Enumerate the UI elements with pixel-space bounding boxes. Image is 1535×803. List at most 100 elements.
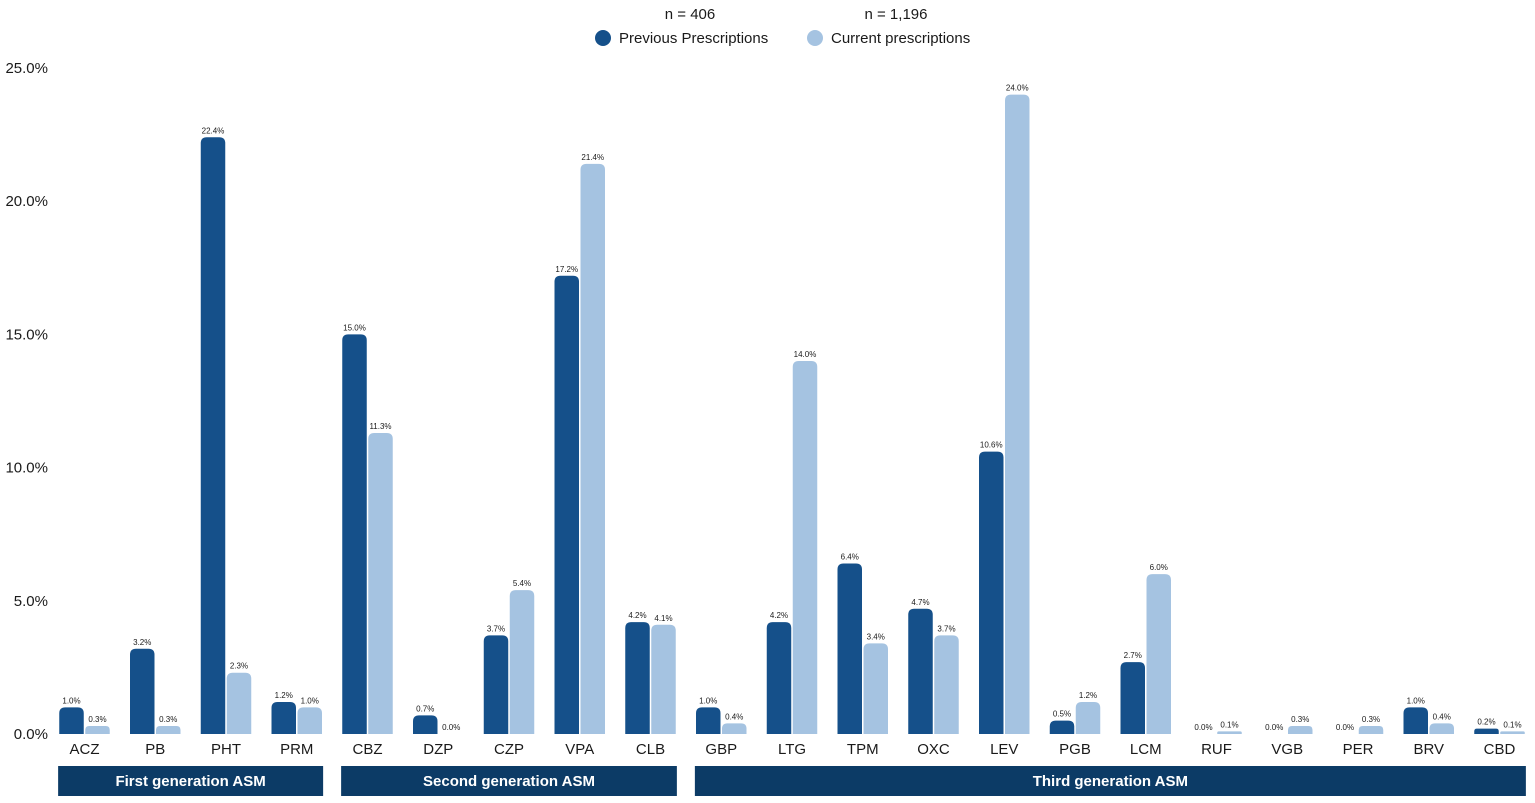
bar-previous-pht [200,137,226,734]
bar-previous-tpm [837,563,862,734]
bar-previous-brv [1403,707,1428,734]
legend-n-previous: n = 406 [665,6,715,23]
bar-current-acz [85,726,110,734]
data-label-current-clb: 4.1% [654,614,672,623]
group-band [58,766,324,796]
x-tick-label: PGB [1059,741,1091,758]
data-label-current-pb: 0.3% [159,715,177,724]
data-label-current-dzp: 0.0% [442,723,460,732]
bar-previous-prm [271,702,296,734]
bar-current-tpm [863,643,888,734]
bar-current-brv [1429,723,1454,734]
bar-current-czp [509,590,535,734]
bar-previous-lev [979,451,1004,734]
bar-current-lcm [1146,574,1171,734]
bar-previous-clb [625,622,650,734]
data-label-previous-dzp: 0.7% [416,704,434,713]
bar-current-cbz [368,432,393,734]
x-tick-label: PHT [211,741,241,758]
x-tick-label: PRM [280,741,313,758]
bar-previous-czp [483,635,509,734]
data-label-previous-clb: 4.2% [628,611,646,620]
x-tick-label: OXC [917,741,950,758]
bar-current-oxc [934,635,959,734]
legend: n = 406 n = 1,196 Previous Prescriptions… [595,6,970,47]
x-tick-label: CLB [636,741,665,758]
bar-current-pb [156,726,181,734]
data-label-current-cbz: 11.3% [369,422,391,431]
data-label-current-tpm: 3.4% [867,632,885,641]
data-label-previous-pht: 22.4% [202,126,225,135]
data-label-current-lev: 24.0% [1006,84,1029,93]
data-label-previous-per: 0.0% [1336,723,1354,732]
x-tick-label: LTG [778,741,806,758]
x-tick-label: CBD [1484,741,1516,758]
bar-current-cbd [1500,731,1525,734]
y-tick-label: 20.0% [5,193,48,210]
x-tick-label: VPA [565,741,594,758]
data-label-current-czp: 5.4% [513,579,531,588]
x-tick-label: RUF [1201,741,1232,758]
x-tick-label: ACZ [70,741,100,758]
data-label-previous-acz: 1.0% [62,696,80,705]
data-label-current-per: 0.3% [1362,715,1380,724]
data-label-current-pgb: 1.2% [1079,691,1097,700]
group-label: Third generation ASM [1033,773,1188,790]
bar-current-gbp [722,723,747,734]
data-label-current-gbp: 0.4% [725,712,743,721]
data-label-previous-pb: 3.2% [133,638,151,647]
bar-current-ltg [792,361,818,734]
group-band [694,766,1526,796]
x-tick-label: DZP [423,741,453,758]
data-label-previous-pgb: 0.5% [1053,710,1071,719]
data-label-previous-czp: 3.7% [487,624,505,633]
group-label: Second generation ASM [423,773,595,790]
bar-current-ruf [1217,731,1242,734]
bar-current-pht [226,672,252,734]
data-label-previous-oxc: 4.7% [911,598,929,607]
group-bands: First generation ASM Second generation AS… [58,766,1526,796]
bar-previous-pb [130,648,155,734]
data-label-current-ruf: 0.1% [1220,720,1238,729]
bar-previous-oxc [908,608,933,734]
data-label-previous-ltg: 4.2% [770,611,788,620]
bar-current-per [1358,726,1384,734]
bar-previous-lcm [1120,662,1145,734]
data-label-current-vpa: 21.4% [581,153,604,162]
legend-marker-previous [595,30,611,46]
group-band [341,766,677,796]
data-label-previous-vgb: 0.0% [1265,723,1283,732]
data-label-current-cbd: 0.1% [1503,720,1521,729]
bar-current-vgb [1288,726,1313,734]
bar-previous-gbp [696,707,721,734]
data-label-current-lcm: 6.0% [1150,563,1168,572]
x-axis: ACZ PB PHT PRM CBZ DZP CZP VPA CLB GBP LTG TPM OXC LE… [70,741,1516,758]
legend-label-previous: Previous Prescriptions [619,30,768,47]
data-label-current-prm: 1.0% [301,696,319,705]
y-tick-label: 10.0% [5,460,48,477]
data-label-current-pht: 2.3% [230,662,248,671]
y-tick-label: 25.0% [5,60,48,77]
x-tick-label: GBP [705,741,737,758]
bar-current-pgb [1075,702,1101,734]
y-tick-label: 5.0% [14,593,48,610]
x-tick-label: CZP [494,741,524,758]
data-label-previous-brv: 1.0% [1407,696,1425,705]
y-tick-label: 0.0% [14,726,48,743]
x-tick-label: LCM [1130,741,1162,758]
x-tick-label: VGB [1271,741,1303,758]
x-tick-label: TPM [847,741,879,758]
bar-previous-cbz [342,334,367,734]
legend-label-current: Current prescriptions [831,30,970,47]
bar-current-vpa [580,163,605,735]
data-label-previous-lcm: 2.7% [1124,651,1142,660]
data-label-current-acz: 0.3% [88,715,106,724]
legend-marker-current [807,30,823,46]
data-label-previous-prm: 1.2% [275,691,293,700]
bar-previous-vpa [554,275,579,734]
legend-n-current: n = 1,196 [865,6,928,23]
data-label-previous-cbd: 0.2% [1477,718,1495,727]
bars: 1.0% 0.3% 3.2% 0.3% 22.4% 2.3% 1.2% 1.0% 15.0% 11… [59,84,1525,735]
bar-current-lev [1005,94,1030,734]
bar-previous-pgb [1049,720,1075,734]
